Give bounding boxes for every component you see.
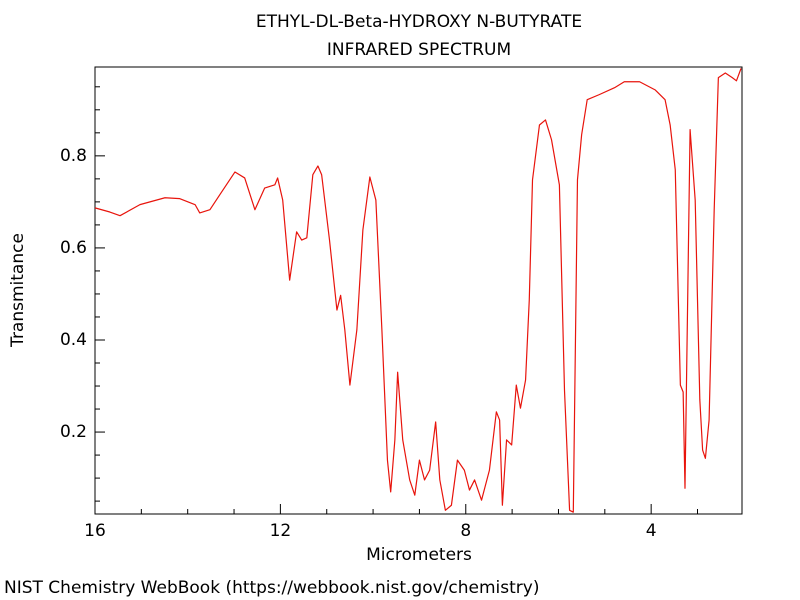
chart-title: ETHYL-DL-Beta-HYDROXY N-BUTYRATE bbox=[256, 12, 582, 32]
x-axis-label: Micrometers bbox=[366, 545, 472, 565]
y-tick-label: 0.8 bbox=[60, 146, 87, 166]
spectrum-line bbox=[94, 68, 742, 513]
x-tick-label: 4 bbox=[646, 521, 657, 541]
y-tick-label: 0.2 bbox=[60, 422, 87, 442]
x-tick-label: 12 bbox=[270, 521, 292, 541]
x-tick-label: 8 bbox=[460, 521, 471, 541]
y-tick-label: 0.6 bbox=[60, 238, 87, 258]
plot-frame bbox=[94, 66, 743, 515]
x-tick-label: 16 bbox=[84, 521, 106, 541]
y-tick-label: 0.4 bbox=[60, 330, 87, 350]
y-axis-label: Transmitance bbox=[8, 233, 28, 348]
chart-subtitle: INFRARED SPECTRUM bbox=[327, 40, 511, 60]
source-note: NIST Chemistry WebBook (https://webbook.… bbox=[4, 578, 539, 598]
